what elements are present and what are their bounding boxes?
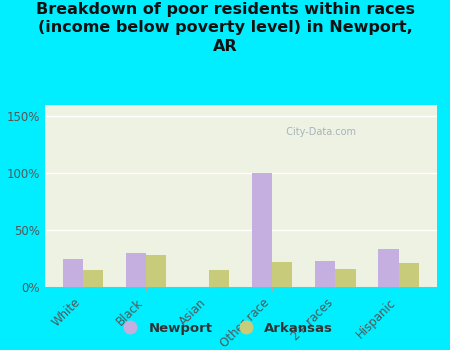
- Bar: [335, 269, 356, 287]
- Legend: Newport, Arkansas: Newport, Arkansas: [112, 316, 338, 340]
- Bar: [126, 253, 146, 287]
- Bar: [315, 261, 335, 287]
- Bar: [378, 250, 399, 287]
- Bar: [83, 270, 103, 287]
- Bar: [63, 259, 83, 287]
- Bar: [209, 270, 230, 287]
- Bar: [272, 262, 292, 287]
- Bar: [146, 255, 166, 287]
- Text: City-Data.com: City-Data.com: [280, 127, 356, 137]
- Bar: [399, 263, 418, 287]
- Bar: [252, 173, 272, 287]
- Text: Breakdown of poor residents within races
(income below poverty level) in Newport: Breakdown of poor residents within races…: [36, 2, 414, 54]
